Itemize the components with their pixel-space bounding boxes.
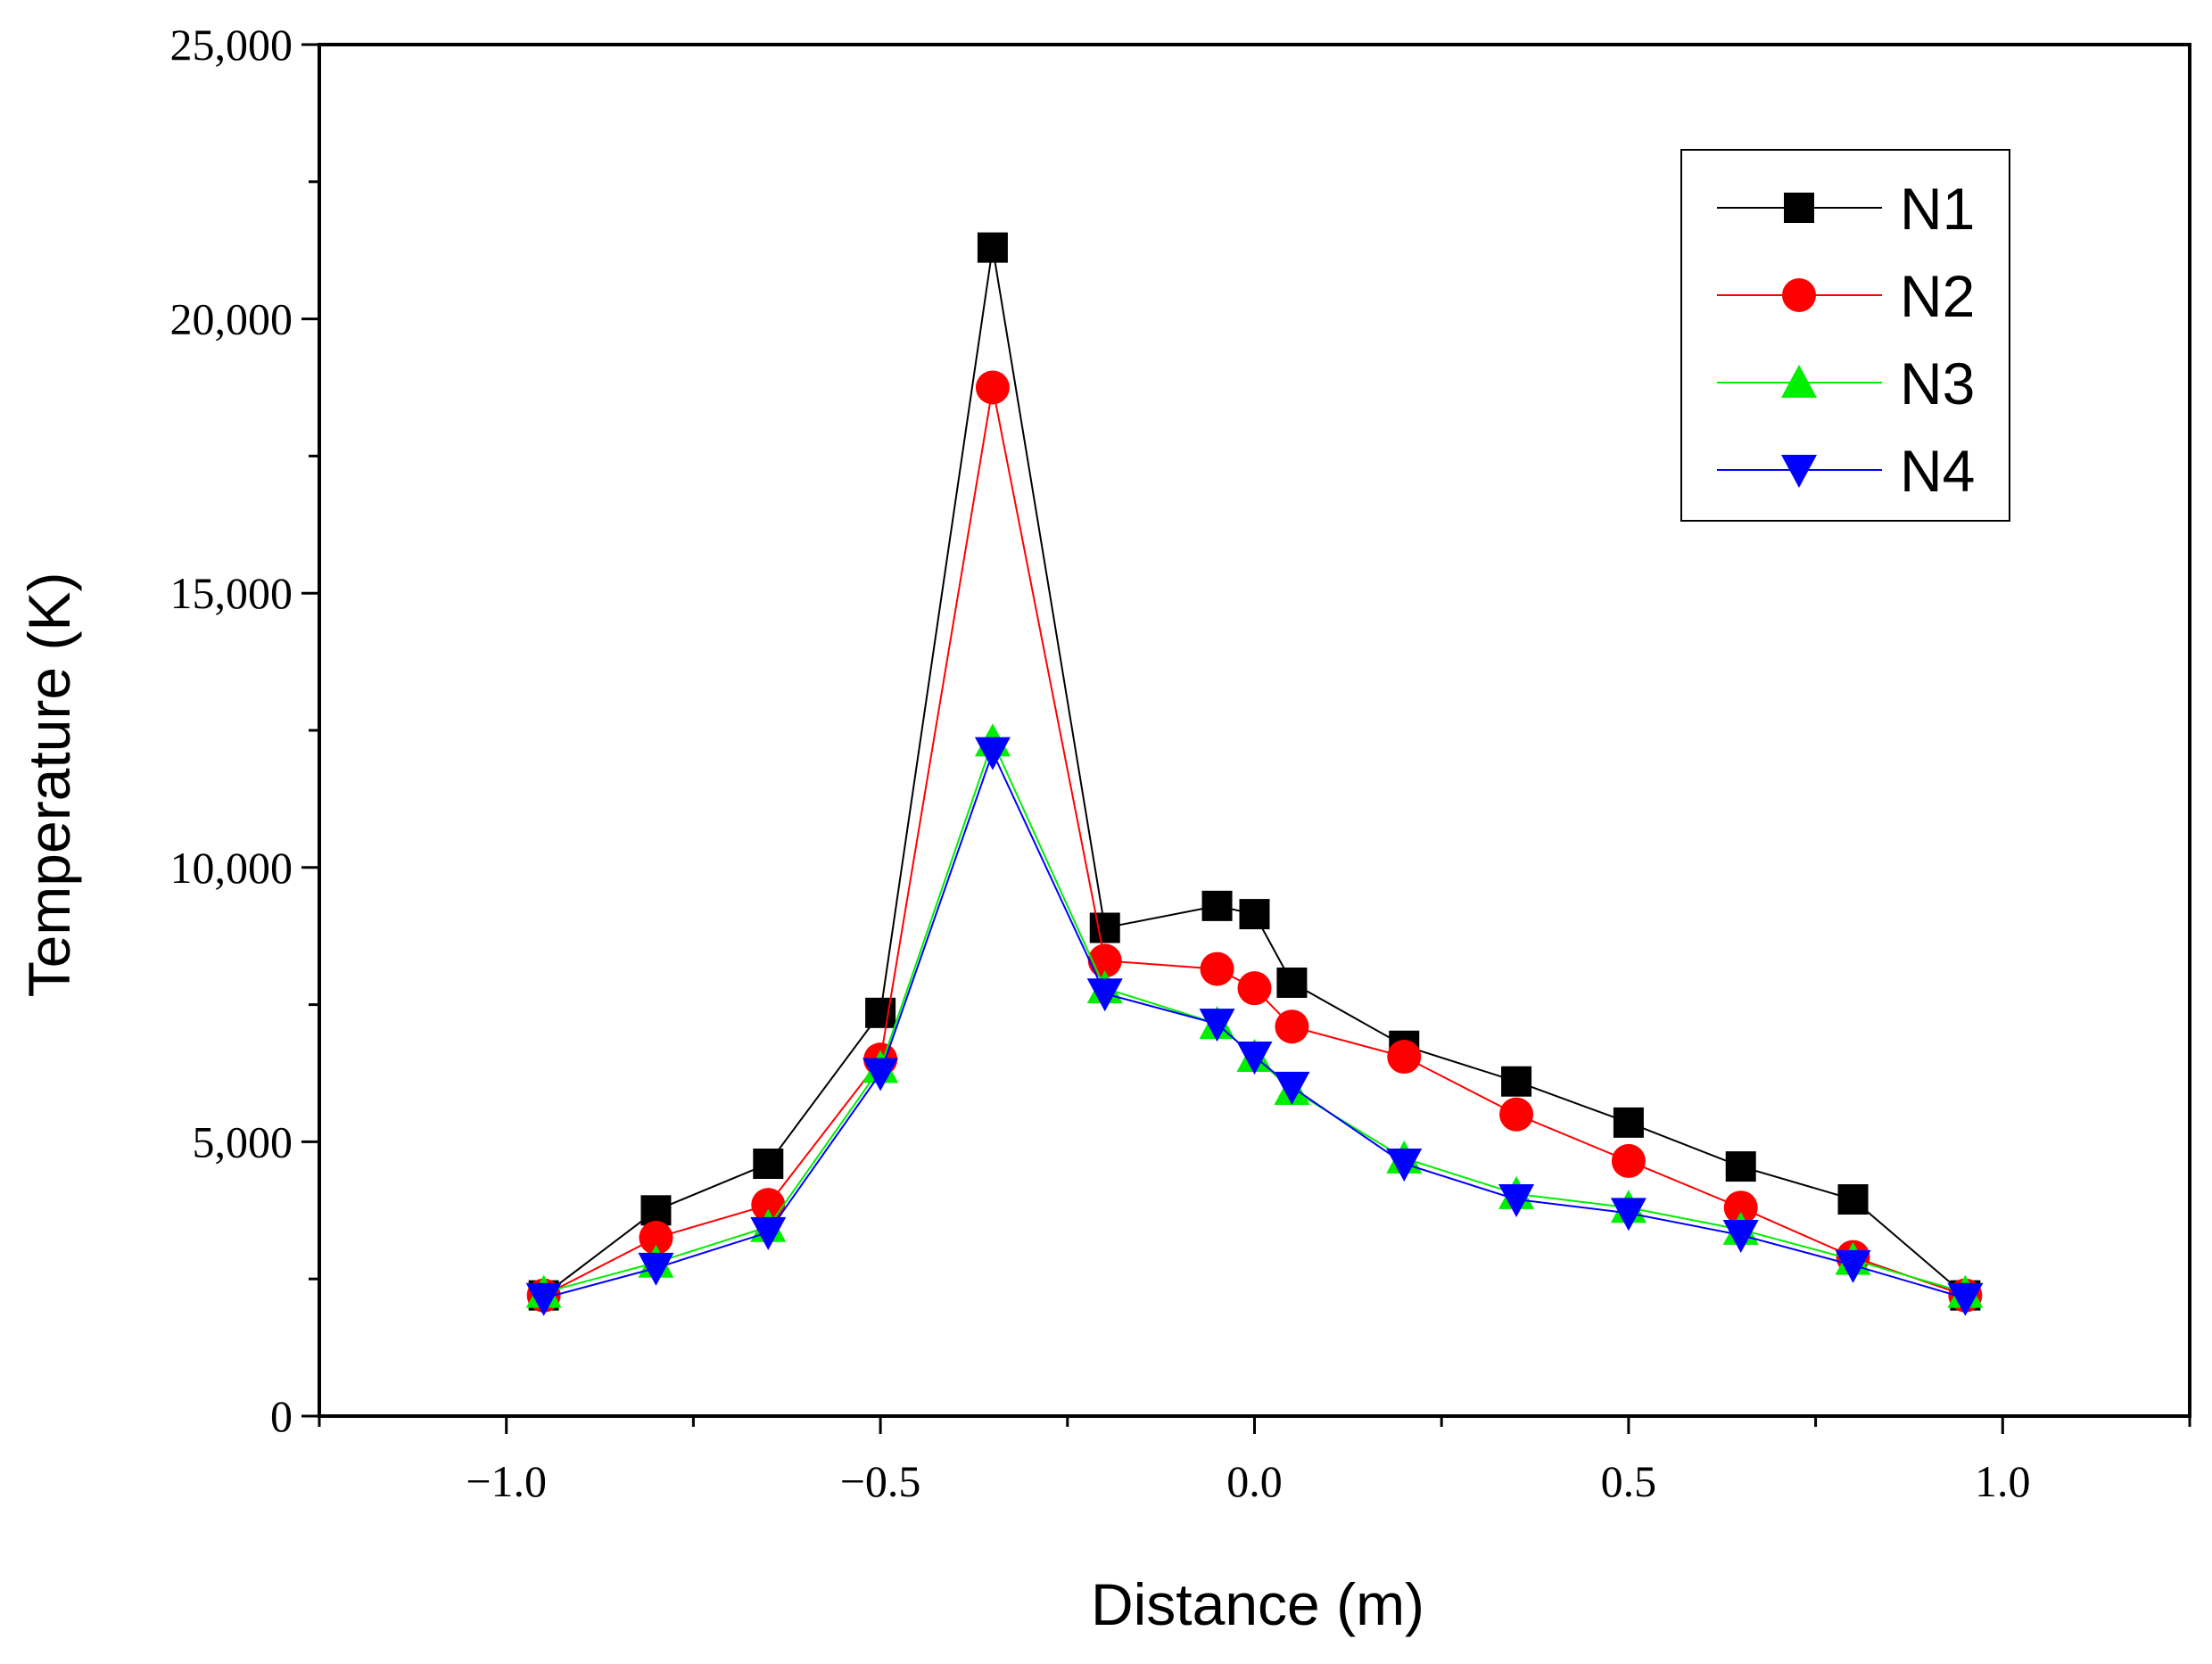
y-tick-label: 25,000 [170, 20, 293, 70]
data-point-n1 [1276, 967, 1308, 998]
data-point-n2 [1611, 1143, 1646, 1178]
data-point-n4 [1947, 1282, 1984, 1316]
legend-label-n1: N1 [1900, 176, 1975, 242]
data-point-n1 [1837, 1183, 1869, 1215]
series-n4 [525, 737, 1984, 1316]
data-point-n2 [1387, 1040, 1422, 1075]
legend: N1 N2 N3 N4 [1680, 149, 2010, 522]
data-point-n4 [750, 1216, 787, 1250]
data-point-n1 [865, 997, 896, 1028]
y-tick-label: 0 [270, 1391, 293, 1441]
x-axis-title: Distance (m) [1091, 1571, 1424, 1637]
data-point-n4 [1498, 1183, 1535, 1217]
data-point-n1 [1089, 912, 1120, 943]
data-point-n2 [975, 370, 1010, 405]
axes: −1.0 −0.5 0.0 0.5 1.0 0 5,000 10,000 15,000 20,00… [170, 20, 2191, 1506]
data-point-n2 [1723, 1190, 1758, 1225]
x-tick-label: −1.0 [466, 1456, 547, 1506]
y-tick-label: 5,000 [193, 1116, 293, 1166]
data-point-n4 [638, 1252, 674, 1286]
data-point-n4 [1086, 978, 1123, 1012]
data-point-n1 [753, 1149, 784, 1180]
legend-marker-n1 [1784, 193, 1814, 223]
data-point-n1 [977, 232, 1008, 263]
data-point-n4 [525, 1282, 562, 1316]
data-point-n4 [1722, 1219, 1759, 1253]
data-point-n4 [863, 1058, 899, 1091]
legend-label-n2: N2 [1900, 263, 1975, 329]
y-axis-title: Temperature (K) [16, 573, 82, 998]
data-point-n1 [1501, 1066, 1532, 1097]
legend-label-n3: N3 [1900, 350, 1975, 416]
legend-box [1680, 149, 2010, 522]
data-point-n4 [1274, 1071, 1310, 1105]
y-tick-label: 15,000 [170, 568, 293, 618]
data-point-n4 [1610, 1198, 1647, 1232]
data-point-n1 [1725, 1151, 1756, 1182]
data-point-n4 [1199, 1009, 1235, 1042]
data-point-n1 [1613, 1107, 1644, 1138]
legend-label-n4: N4 [1900, 438, 1975, 504]
data-point-n2 [1200, 951, 1234, 986]
x-tick-label: 0.0 [1226, 1456, 1283, 1506]
x-tick-label: 0.5 [1601, 1456, 1657, 1506]
data-point-n1 [1239, 899, 1270, 930]
legend-marker-n3 [1781, 365, 1817, 398]
data-point-n1 [1201, 890, 1233, 921]
legend-marker-n2 [1782, 278, 1816, 312]
data-point-n4 [1236, 1042, 1273, 1075]
y-tick-label: 10,000 [170, 843, 293, 893]
y-tick-label: 20,000 [170, 294, 293, 344]
data-point-n4 [1386, 1149, 1423, 1182]
data-point-n4 [974, 737, 1011, 770]
data-point-n2 [639, 1221, 673, 1256]
series-n3 [525, 723, 1984, 1308]
data-point-n4 [1835, 1249, 1871, 1283]
data-point-n1 [640, 1195, 672, 1226]
data-point-n2 [1275, 1009, 1309, 1044]
x-tick-label: 1.0 [1975, 1456, 2031, 1506]
x-tick-label: −0.5 [840, 1456, 921, 1506]
plot-area [525, 232, 1984, 1316]
data-point-n2 [1237, 971, 1272, 1006]
legend-marker-n4 [1781, 455, 1817, 488]
data-point-n2 [1499, 1097, 1534, 1132]
